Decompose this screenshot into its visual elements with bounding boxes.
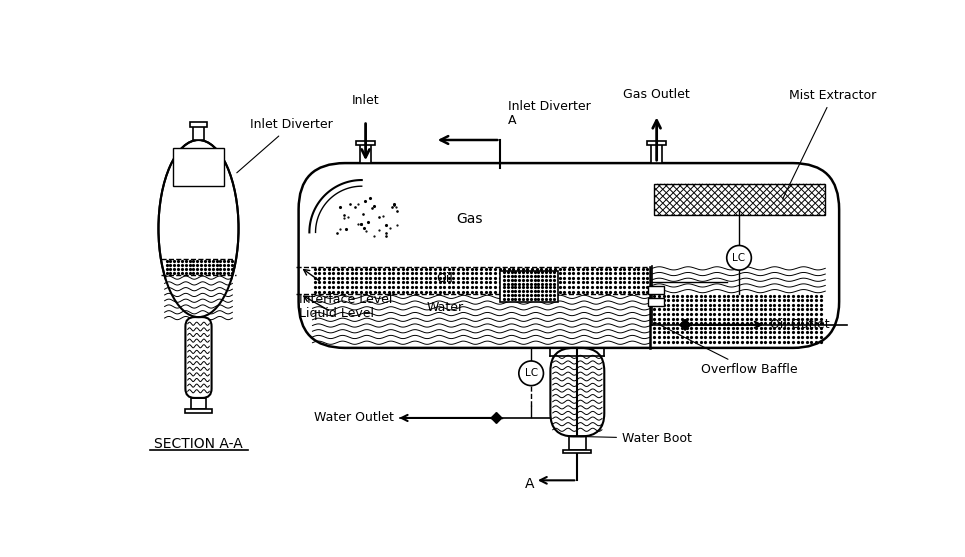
Bar (165, 275, 233, 321)
FancyBboxPatch shape (185, 317, 211, 398)
Text: Interface Level: Interface Level (298, 293, 392, 306)
Bar (356, 141, 375, 145)
Bar (173, 148, 224, 186)
Bar (184, 409, 212, 413)
Text: Overflow Baffle: Overflow Baffle (654, 322, 797, 377)
Text: Oil: Oil (436, 272, 454, 285)
Bar (194, 125, 204, 140)
Bar (165, 260, 233, 275)
Text: LC: LC (525, 368, 538, 378)
Bar (190, 123, 207, 127)
Text: Inlet Diverter: Inlet Diverter (236, 119, 333, 173)
Polygon shape (491, 413, 496, 423)
Text: SECTION A-A: SECTION A-A (154, 437, 243, 451)
Text: Water: Water (427, 301, 463, 314)
Text: Inlet: Inlet (352, 94, 379, 107)
Polygon shape (679, 319, 685, 330)
Text: Water Boot: Water Boot (580, 432, 692, 445)
Bar (648, 298, 664, 306)
Bar (654, 184, 825, 216)
Text: A: A (508, 114, 516, 127)
Text: Gas Outlet: Gas Outlet (623, 89, 690, 101)
Bar (188, 321, 209, 394)
FancyBboxPatch shape (298, 163, 840, 348)
Circle shape (727, 246, 752, 270)
Text: Inlet Diverter: Inlet Diverter (508, 100, 591, 113)
Bar (652, 266, 825, 344)
Text: LC: LC (732, 253, 746, 263)
Bar (313, 294, 650, 345)
Bar (564, 449, 592, 453)
Bar (648, 286, 664, 294)
Bar (650, 143, 662, 163)
Bar (553, 354, 602, 433)
FancyBboxPatch shape (550, 348, 604, 437)
Text: Gas: Gas (456, 212, 482, 226)
Text: Oil Outlet: Oil Outlet (770, 318, 830, 331)
Bar (500, 271, 558, 302)
Ellipse shape (158, 140, 238, 317)
Bar (360, 143, 372, 163)
Text: A: A (525, 477, 535, 491)
Bar (191, 398, 207, 409)
Text: Water Outlet: Water Outlet (315, 412, 394, 424)
Polygon shape (496, 413, 502, 423)
Circle shape (519, 361, 543, 385)
Text: Liquid Level: Liquid Level (298, 307, 373, 320)
Bar (313, 267, 650, 294)
Bar (568, 437, 586, 449)
Bar (652, 266, 825, 294)
Text: Mist Extractor: Mist Extractor (783, 89, 876, 199)
Polygon shape (685, 319, 691, 330)
Bar (502, 272, 557, 301)
Bar (647, 141, 666, 145)
